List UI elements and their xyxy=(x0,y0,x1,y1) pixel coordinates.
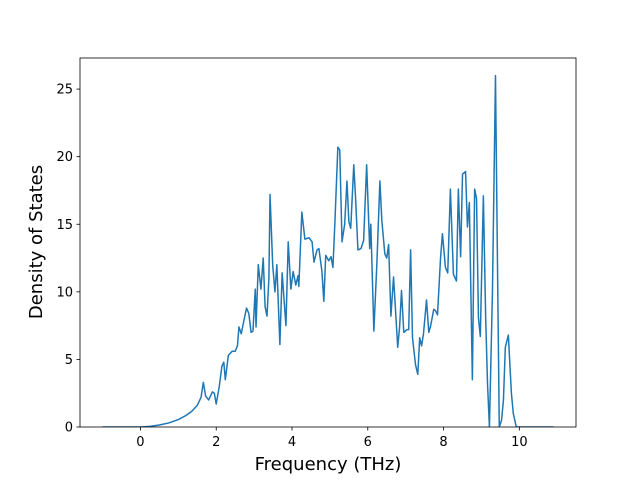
y-tick-label: 0 xyxy=(65,421,73,436)
y-tick-label: 15 xyxy=(56,218,73,233)
x-tick-label: 0 xyxy=(136,435,144,450)
plot-frame xyxy=(79,57,577,428)
y-tick-label: 10 xyxy=(56,285,73,300)
x-tick-label: 4 xyxy=(288,435,296,450)
line-series xyxy=(102,74,554,427)
x-tick-label: 2 xyxy=(212,435,220,450)
x-tick-label: 10 xyxy=(511,435,528,450)
y-axis-label: Density of States xyxy=(26,165,47,319)
y-tick-label: 25 xyxy=(56,83,73,98)
x-tick-label: 6 xyxy=(364,435,372,450)
y-tick-label: 20 xyxy=(56,150,73,165)
y-tick-label: 5 xyxy=(65,353,73,368)
x-axis-label: Frequency (THz) xyxy=(255,454,402,475)
x-tick-label: 8 xyxy=(439,435,447,450)
